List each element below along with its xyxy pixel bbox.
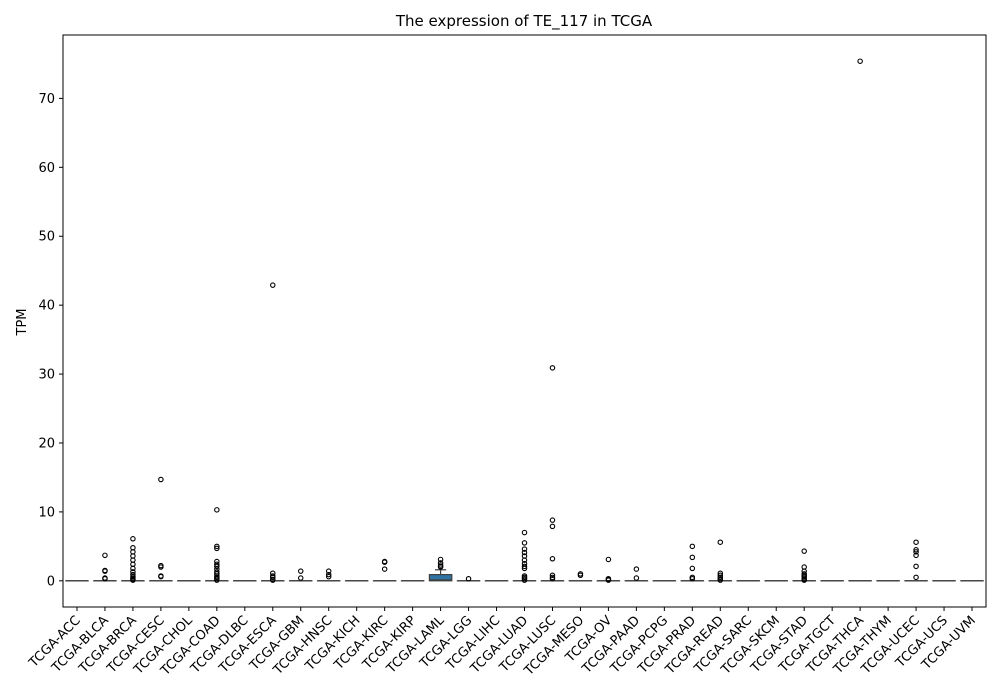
box-tcga-kirc xyxy=(372,558,397,582)
outlier-point xyxy=(521,577,528,583)
y-axis: 0 10 20 30 40 50 60 70 xyxy=(38,92,63,589)
outlier-point xyxy=(549,575,556,582)
outlier-point xyxy=(102,575,108,582)
outlier-point xyxy=(633,575,640,581)
outlier-point xyxy=(913,552,919,559)
box-tcga-read xyxy=(708,539,733,583)
outlier-point xyxy=(381,559,388,565)
plot-frame xyxy=(62,34,987,608)
y-tick-label: 50 xyxy=(38,230,55,245)
outlier-point xyxy=(549,523,556,530)
outlier-point xyxy=(325,568,332,574)
outlier-point xyxy=(521,563,528,570)
outlier-point xyxy=(857,58,863,64)
box-tcga-brca xyxy=(121,536,145,583)
outlier-point xyxy=(689,575,696,582)
outlier-point xyxy=(689,554,696,561)
outlier-point xyxy=(130,536,136,542)
y-tick-label: 40 xyxy=(38,299,55,314)
y-tick-label: 60 xyxy=(38,161,55,176)
y-tick-label: 10 xyxy=(38,505,55,520)
y-tick-label: 20 xyxy=(38,436,55,451)
outlier-point xyxy=(689,543,696,550)
box-tcga-stad xyxy=(792,548,816,583)
box-tcga-coad xyxy=(205,507,229,583)
box-tcga-lgg xyxy=(456,575,481,582)
outlier-point xyxy=(913,563,919,570)
outlier-point xyxy=(521,557,528,563)
outlier-point xyxy=(214,507,220,513)
box-tcga-esca xyxy=(260,282,285,583)
outlier-point xyxy=(270,577,276,583)
outlier-point xyxy=(801,577,807,583)
outlier-point xyxy=(437,564,444,570)
box-tcga-cesc xyxy=(149,476,173,582)
outlier-point xyxy=(437,556,444,563)
y-tick-label: 0 xyxy=(47,574,55,589)
y-tick-label: 30 xyxy=(38,368,55,383)
outlier-point xyxy=(605,577,612,583)
chart-title: The expression of TE_117 in TCGA xyxy=(395,12,653,31)
outlier-point xyxy=(381,566,388,572)
outlier-point xyxy=(633,566,640,572)
outlier-point xyxy=(549,556,556,562)
outlier-point xyxy=(521,546,528,552)
outlier-point xyxy=(214,545,220,552)
outlier-point xyxy=(913,549,919,555)
outlier-point xyxy=(102,552,108,559)
box-tcga-paad xyxy=(624,566,649,582)
outlier-point xyxy=(913,547,919,553)
outlier-point xyxy=(130,565,136,572)
box-tcga-prad xyxy=(680,543,705,582)
outlier-point xyxy=(549,572,556,579)
outlier-point xyxy=(521,529,528,536)
box-tcga-ucec xyxy=(904,539,928,582)
outlier-point xyxy=(521,549,528,556)
box-tcga-laml xyxy=(428,556,453,582)
box-tcga-hnsc xyxy=(316,568,341,582)
outlier-point xyxy=(465,575,472,582)
box-series xyxy=(65,58,984,583)
outlier-point xyxy=(214,563,220,570)
outlier-point xyxy=(270,574,276,581)
x-axis: TCGA-ACCTCGA-BLCATCGA-BRCATCGA-CESCTCGA-… xyxy=(26,607,979,679)
outlier-point xyxy=(158,476,164,483)
y-tick-label: 70 xyxy=(38,92,55,107)
outlier-point xyxy=(158,564,164,570)
box-tcga-lusc xyxy=(540,365,565,582)
outlier-point xyxy=(214,543,220,550)
outlier-point xyxy=(717,577,724,583)
outlier-point xyxy=(605,556,612,563)
outlier-point xyxy=(325,571,332,578)
outlier-point xyxy=(297,568,304,574)
box-tcga-blca xyxy=(93,552,117,582)
outlier-point xyxy=(521,540,528,546)
outlier-point xyxy=(549,517,556,523)
box-tcga-meso xyxy=(568,571,593,582)
outlier-point xyxy=(717,539,724,545)
outlier-point xyxy=(801,548,807,554)
outlier-point xyxy=(130,577,136,583)
outlier-point xyxy=(102,568,108,574)
outlier-point xyxy=(689,565,696,572)
box-tcga-gbm xyxy=(288,568,313,582)
y-axis-label: TPM xyxy=(15,309,30,337)
box-tcga-thca xyxy=(848,58,872,582)
outlier-point xyxy=(325,573,332,580)
outlier-point xyxy=(158,573,164,580)
outlier-point xyxy=(297,575,304,581)
outlier-point xyxy=(913,539,919,545)
box-tcga-ov xyxy=(596,556,621,583)
box-tcga-luad xyxy=(512,529,537,583)
outlier-point xyxy=(521,565,528,572)
outlier-point xyxy=(270,282,276,288)
outlier-point xyxy=(913,574,919,581)
outlier-point xyxy=(549,365,556,371)
outlier-point xyxy=(577,572,584,579)
outlier-point xyxy=(214,577,220,583)
